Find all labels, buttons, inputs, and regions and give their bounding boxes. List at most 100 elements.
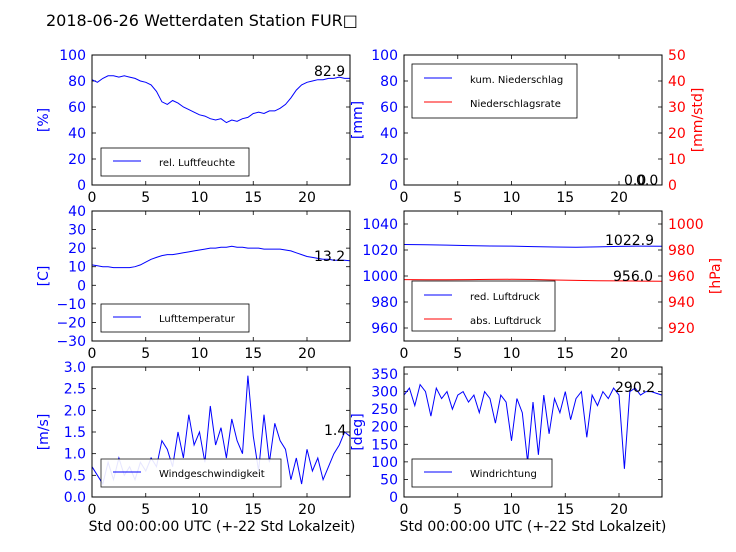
- wind-direction-x-axis-label: Std 00:00:00 UTC (+-22 Std Lokalzeit): [400, 519, 667, 535]
- wind-speed-plot-area: 0.0 0.5 1.0 1.5 2.0 2.5 3.0 0 5 10 15 20: [64, 360, 351, 518]
- y-tick-label: 80: [68, 74, 86, 90]
- y2-tick-label: 30: [668, 100, 686, 116]
- y-tick-label: 40: [68, 204, 86, 220]
- wind-direction-current-value: 290.2: [615, 380, 655, 396]
- x-tick-label: 10: [503, 346, 521, 362]
- wind-speed-legend-label: Windgeschwindigkeit: [159, 469, 265, 480]
- y-tick-label: 0.0: [64, 490, 86, 506]
- x-tick-label: 5: [141, 502, 150, 518]
- humidity-plot-area: 0 20 40 60 80 100 0 5 10 15 20: [59, 48, 351, 206]
- y-tick-label: 60: [380, 100, 398, 116]
- y-tick-label: 1040: [362, 217, 398, 233]
- x-tick-label: 0: [88, 502, 97, 518]
- x-tick-label: 10: [191, 190, 209, 206]
- pressure-current-value-reduced: 1022.9: [605, 233, 654, 249]
- x-tick-label: 20: [298, 190, 316, 206]
- precipitation-current-value-left: 0.0: [624, 173, 646, 189]
- humidity-panel: 0 20 40 60 80 100 0 5 10 15 20 [%] 82.9 rel. Luftf…: [36, 48, 351, 206]
- precipitation-y2-axis-label: [mm/std]: [690, 88, 706, 153]
- y-tick-label: 150: [371, 437, 398, 453]
- temperature-current-value: 13.2: [314, 249, 345, 265]
- y-tick-label: −10: [56, 297, 86, 313]
- y-tick-label: 350: [371, 367, 398, 383]
- y2-tick-label: 960: [668, 269, 695, 285]
- x-tick-label: 0: [400, 502, 409, 518]
- precipitation-panel: 0 20 40 60 80 100 0 10 20 30 40 50 0 5 10 15 20 [mm] [mm…: [350, 48, 706, 206]
- pressure-current-value-absolute: 956.0: [613, 269, 653, 285]
- pressure-legend-label-2: abs. Luftdruck: [470, 316, 541, 327]
- y2-tick-label: 50: [668, 48, 686, 64]
- x-tick-label: 5: [141, 346, 150, 362]
- x-tick-label: 5: [453, 502, 462, 518]
- plot-frame: [91, 366, 351, 498]
- x-tick-label: 20: [610, 190, 628, 206]
- x-tick-label: 15: [244, 346, 262, 362]
- x-tick-label: 5: [453, 346, 462, 362]
- x-tick-label: 10: [191, 346, 209, 362]
- y-tick-label: 250: [371, 402, 398, 418]
- y-tick-label: 980: [371, 295, 398, 311]
- wind-speed-current-value: 1.4: [324, 423, 346, 439]
- y-tick-label: 100: [371, 455, 398, 471]
- wind-speed-x-axis-label: Std 00:00:00 UTC (+-22 Std Lokalzeit): [89, 519, 356, 535]
- plot-frame: [91, 54, 351, 186]
- y-tick-label: 300: [371, 385, 398, 401]
- humidity-legend: rel. Luftfeuchte: [100, 147, 250, 177]
- wind-direction-legend: Windrichtung: [411, 458, 553, 488]
- pressure-legend-label-1: red. Luftdruck: [470, 292, 540, 303]
- x-tick-label: 15: [556, 190, 574, 206]
- y-tick-label: −20: [56, 315, 86, 331]
- y-tick-label: 30: [68, 223, 86, 239]
- x-tick-label: 5: [141, 190, 150, 206]
- pressure-plot-area: 960 980 1000 1020 1040 920 940 960 980 1000 0 5 10 15…: [362, 210, 704, 362]
- y-tick-label: 1.0: [64, 447, 86, 463]
- series-line-2: [403, 278, 663, 282]
- humidity-current-value: 82.9: [314, 64, 345, 80]
- y-tick-label: 100: [371, 48, 398, 64]
- x-tick-label: 20: [610, 346, 628, 362]
- precipitation-y-axis-label: [mm]: [350, 101, 366, 139]
- series-line-1: [91, 245, 351, 269]
- y-tick-label: 20: [68, 241, 86, 257]
- y2-tick-label: 40: [668, 74, 686, 90]
- x-tick-label: 20: [610, 502, 628, 518]
- y-tick-label: 10: [68, 260, 86, 276]
- y-tick-label: 60: [68, 100, 86, 116]
- plot-frame: [403, 366, 663, 498]
- wind-direction-legend-label: Windrichtung: [470, 469, 537, 480]
- plot-frame: [403, 54, 663, 186]
- wind-speed-panel: 0.00.51.01.52.02.53.00 5 10 15 20 [m/s] 1.4 …: [36, 360, 355, 535]
- y-tick-label: 200: [371, 420, 398, 436]
- x-tick-label: 0: [400, 190, 409, 206]
- x-tick-label: 10: [503, 502, 521, 518]
- wind-speed-y-axis-label: [m/s]: [36, 414, 52, 451]
- y-tick-label: 80: [380, 74, 398, 90]
- precipitation-current-value-right: 0.0: [636, 173, 658, 189]
- x-tick-label: 10: [191, 502, 209, 518]
- x-tick-label: 0: [88, 346, 97, 362]
- y2-tick-label: 980: [668, 243, 695, 259]
- figure-title: 2018-06-26 Wetterdaten Station FUR□: [46, 11, 358, 30]
- y-tick-label: 0: [77, 178, 86, 194]
- y2-tick-label: 20: [668, 126, 686, 142]
- wind-direction-y-axis-label: [deg]: [350, 413, 366, 450]
- y-tick-label: 20: [68, 152, 86, 168]
- y-tick-label: 0: [77, 278, 86, 294]
- y-tick-label: 100: [59, 48, 86, 64]
- y-tick-label: 0: [389, 490, 398, 506]
- precipitation-legend-label-1: kum. Niederschlag: [470, 75, 563, 86]
- y-tick-label: 0: [389, 178, 398, 194]
- pressure-y2-axis-label: [hPa]: [708, 258, 724, 294]
- temperature-plot-area: −30 −20 −10 0 10 20 30 40 0 5 10 15 20: [56, 204, 351, 362]
- y-tick-label: 0.5: [64, 468, 86, 484]
- y2-tick-label: 940: [668, 295, 695, 311]
- precipitation-legend-label-2: Niederschlagsrate: [470, 99, 561, 110]
- x-tick-label: 15: [244, 190, 262, 206]
- x-tick-label: 5: [453, 190, 462, 206]
- y-tick-label: −30: [56, 334, 86, 350]
- pressure-panel: 960 980 1000 1020 1040 920 940 960 980 1000 0 5 10 15…: [362, 210, 724, 362]
- y2-tick-label: 0: [668, 178, 677, 194]
- plot-frame: [91, 210, 351, 342]
- x-tick-label: 20: [298, 502, 316, 518]
- x-tick-label: 15: [556, 502, 574, 518]
